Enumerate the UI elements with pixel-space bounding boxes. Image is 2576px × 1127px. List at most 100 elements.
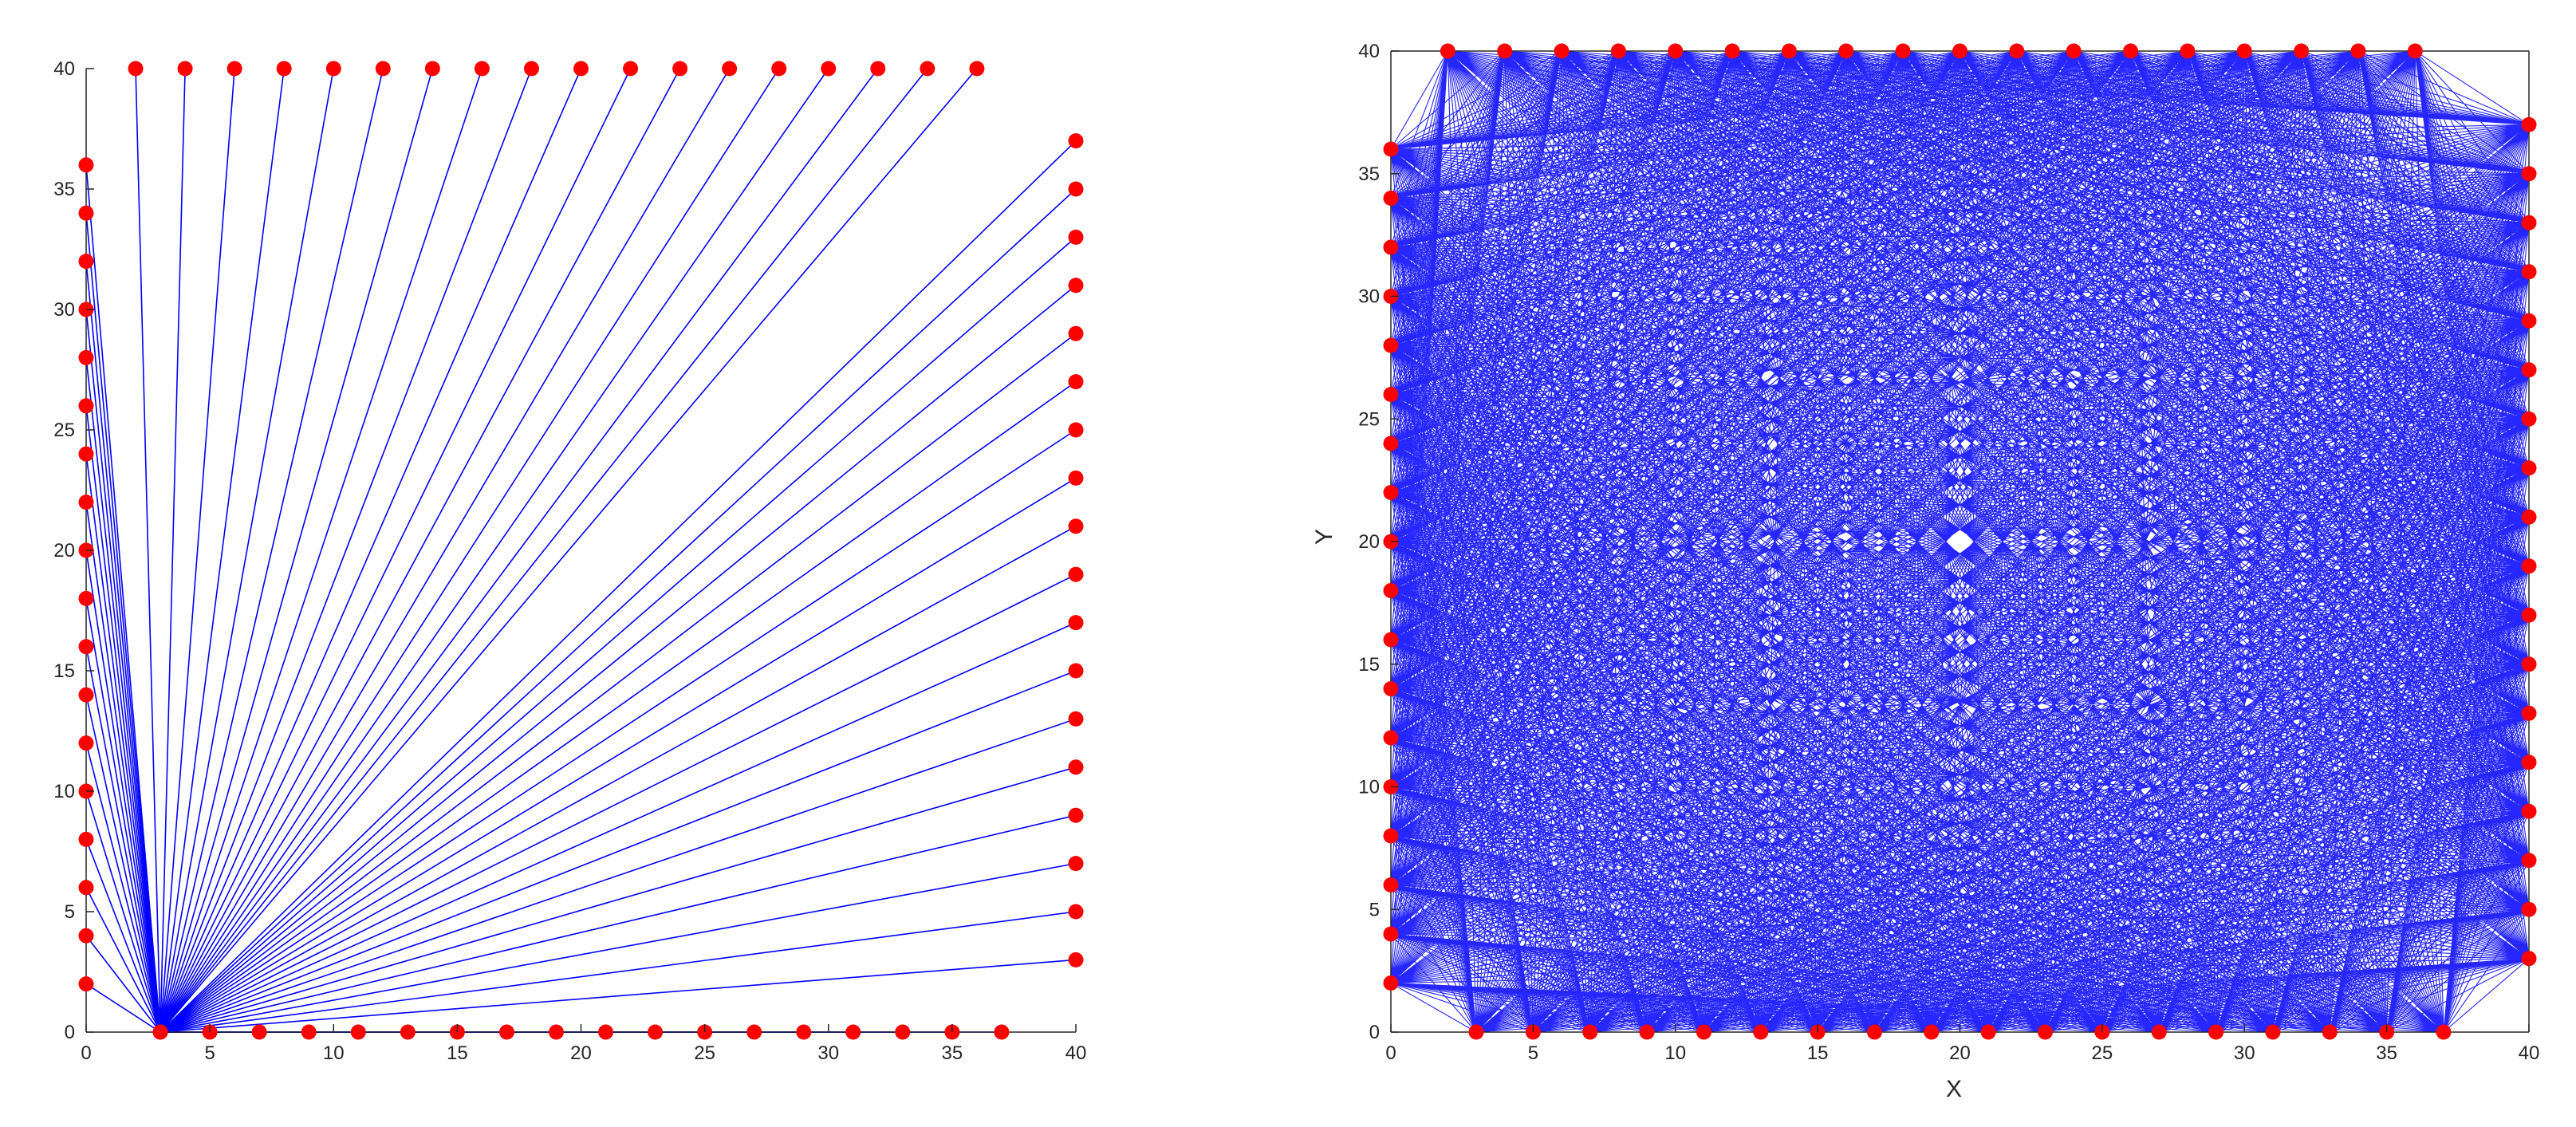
point-marker-top-20 — [1554, 43, 1570, 59]
x-tick-label: 10 — [323, 1042, 345, 1064]
mesh-lines — [1390, 50, 2530, 1033]
point-marker-right-47 — [1068, 422, 1084, 438]
point-marker-top-23 — [1724, 43, 1740, 59]
point-marker-right-45 — [2521, 509, 2537, 525]
point-marker-left-12 — [78, 398, 94, 414]
point-marker-top-30 — [722, 61, 738, 77]
y-tick-label: 0 — [1369, 1022, 1380, 1043]
left-plot-ticks: 0 5 10 15 20 25 30 35 40 0 5 10 15 20 25 30 35 40 — [53, 58, 1086, 1064]
point-marker-right-51 — [2521, 215, 2537, 231]
right-plot-ylabel: Y — [1311, 529, 1337, 545]
point-marker-top-26 — [523, 61, 539, 77]
ray-line-6 — [85, 695, 161, 1033]
point-marker-right-41 — [2521, 705, 2537, 721]
right-plot-lines — [1390, 50, 2530, 1033]
y-tick-label: 25 — [53, 420, 75, 441]
x-tick-label: 0 — [81, 1042, 91, 1064]
point-marker-left-1 — [78, 928, 94, 944]
ray-line-52 — [160, 188, 1077, 1033]
x-tick-label: 30 — [2234, 1042, 2255, 1064]
point-marker-right-37 — [1068, 904, 1084, 920]
point-marker-left-5 — [78, 735, 94, 751]
ray-line-53 — [160, 140, 1077, 1033]
point-marker-left-2 — [78, 880, 94, 896]
point-marker-top-33 — [2294, 43, 2310, 59]
right-plot-markers — [1383, 43, 2537, 1040]
ray-line-33 — [160, 68, 879, 1033]
point-marker-bottom-69 — [895, 1024, 911, 1040]
left-plot-markers — [78, 61, 1084, 1040]
x-tick-label: 20 — [1949, 1042, 1971, 1064]
x-tick-label: 20 — [570, 1042, 592, 1064]
point-marker-top-29 — [2066, 43, 2082, 59]
point-marker-top-28 — [2009, 43, 2025, 59]
ray-line-51 — [160, 236, 1077, 1033]
point-marker-top-34 — [920, 61, 935, 77]
point-marker-bottom-67 — [2208, 1024, 2224, 1040]
point-marker-top-23 — [375, 61, 391, 77]
point-marker-left-15 — [78, 254, 94, 270]
point-marker-top-32 — [821, 61, 837, 77]
point-marker-left-0 — [1383, 975, 1399, 991]
ray-line-9 — [85, 550, 161, 1033]
left-plot: 0 5 10 15 20 25 30 35 40 0 5 10 15 20 25 30 35 40 — [53, 58, 1086, 1064]
ray-line-5 — [85, 743, 161, 1033]
point-marker-bottom-62 — [548, 1024, 564, 1040]
point-marker-left-13 — [1383, 337, 1399, 353]
point-marker-top-19 — [177, 61, 193, 77]
ray-line-28 — [160, 68, 632, 1033]
point-marker-right-53 — [2521, 116, 2537, 132]
ray-line-47 — [160, 429, 1077, 1033]
point-marker-top-21 — [276, 61, 292, 77]
point-marker-bottom-63 — [598, 1024, 614, 1040]
point-marker-left-17 — [78, 157, 94, 173]
y-tick-label: 35 — [1358, 164, 1380, 185]
ray-line-2 — [85, 887, 161, 1033]
ray-line-23 — [160, 68, 384, 1033]
x-tick-label: 25 — [2092, 1042, 2113, 1064]
y-tick-label: 40 — [1358, 41, 1380, 62]
ray-line-45 — [160, 526, 1077, 1033]
point-marker-bottom-59 — [1753, 1024, 1769, 1040]
point-marker-right-52 — [1068, 181, 1084, 197]
point-marker-bottom-64 — [648, 1024, 664, 1040]
right-plot-xlabel: X — [1946, 1076, 1962, 1102]
x-tick-label: 10 — [1664, 1042, 1686, 1064]
ray-line-4 — [85, 790, 161, 1033]
ray-line-50 — [160, 285, 1077, 1033]
point-marker-left-10 — [78, 495, 94, 510]
ray-line-10 — [85, 502, 161, 1033]
point-marker-top-26 — [1895, 43, 1911, 59]
point-marker-top-20 — [226, 61, 242, 77]
point-marker-right-51 — [1068, 229, 1084, 245]
point-marker-right-52 — [2521, 166, 2537, 182]
point-marker-right-42 — [2521, 656, 2537, 672]
point-marker-top-22 — [1668, 43, 1684, 59]
point-marker-top-22 — [325, 61, 341, 77]
ray-line-20 — [160, 68, 235, 1033]
point-marker-right-36 — [1068, 952, 1084, 967]
point-marker-top-31 — [771, 61, 787, 77]
ray-line-49 — [160, 333, 1077, 1033]
point-marker-left-7 — [1383, 632, 1399, 648]
point-marker-top-33 — [870, 61, 886, 77]
ray-line-32 — [160, 68, 829, 1033]
point-marker-left-6 — [78, 687, 94, 703]
point-marker-bottom-54 — [1468, 1024, 1484, 1040]
point-marker-bottom-56 — [1582, 1024, 1598, 1040]
ray-line-0 — [85, 983, 161, 1033]
ray-line-21 — [160, 68, 285, 1033]
point-marker-right-38 — [2521, 853, 2537, 869]
y-tick-label: 35 — [53, 179, 75, 200]
point-marker-top-35 — [969, 61, 985, 77]
point-marker-top-24 — [424, 61, 440, 77]
point-marker-bottom-66 — [746, 1024, 762, 1040]
ray-line-24 — [160, 68, 434, 1033]
point-marker-right-38 — [1068, 856, 1084, 872]
point-marker-right-39 — [1068, 807, 1084, 823]
ray-line-14 — [85, 309, 161, 1033]
x-tick-label: 35 — [942, 1042, 963, 1064]
point-marker-bottom-61 — [1866, 1024, 1882, 1040]
x-tick-label: 40 — [2519, 1042, 2540, 1064]
point-marker-bottom-68 — [845, 1024, 861, 1040]
